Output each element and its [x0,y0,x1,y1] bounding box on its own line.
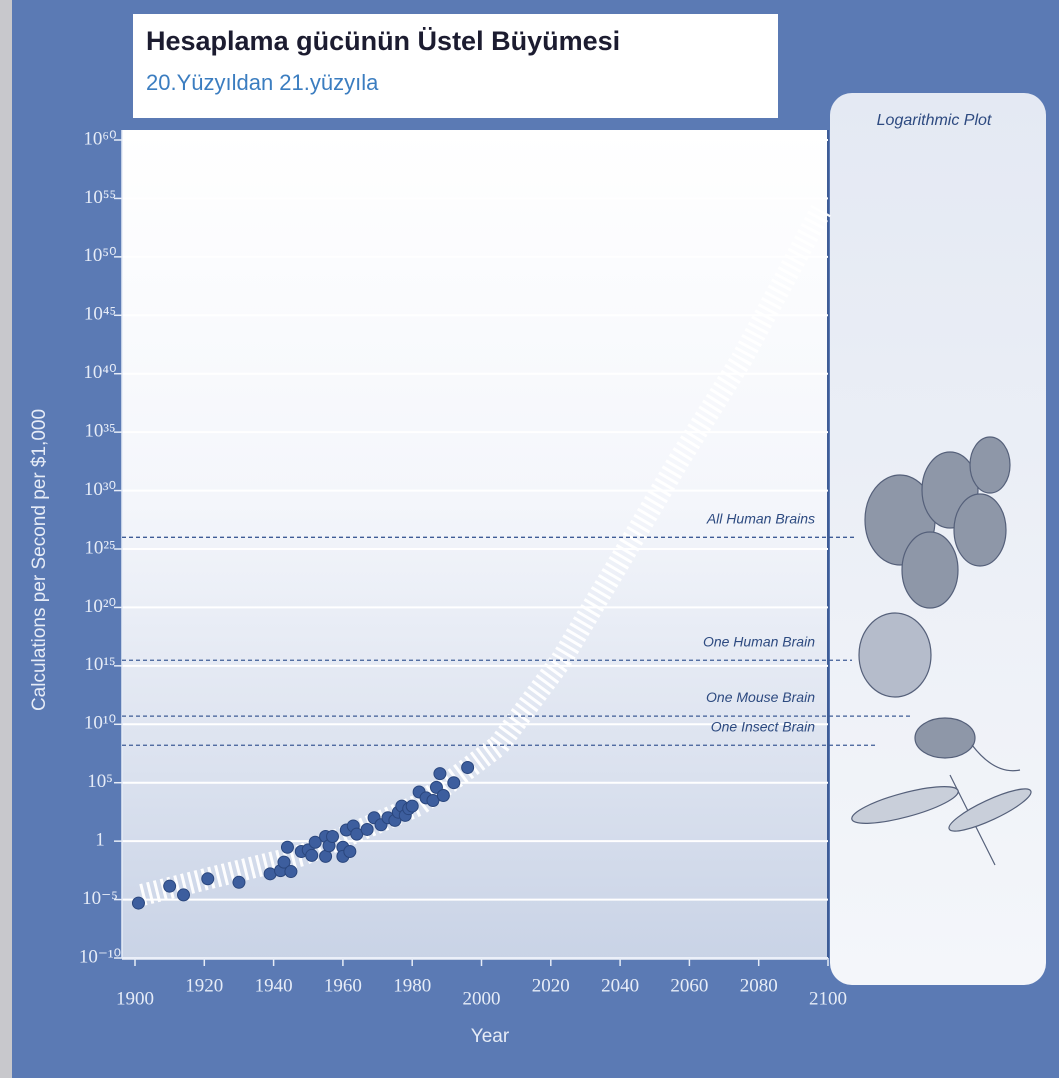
chart-title: Hesaplama gücünün Üstel Büyümesi [146,26,620,56]
data-point [177,888,191,902]
data-point [436,789,450,803]
y-tick-label: 10⁵⁰ [83,245,116,266]
x-tick-label: 2100 [809,988,847,1009]
data-point [447,776,461,790]
data-point [326,829,340,843]
y-tick-label: 10⁵ [87,771,113,792]
dragonfly-wing [851,786,959,824]
data-point [277,855,291,869]
x-tick-label: 1980 [393,975,431,996]
illustrations [851,436,1032,866]
title-box [133,14,778,118]
data-point [433,767,447,781]
y-tick-label: 10¹⁰ [84,713,116,734]
x-tick-label: 2060 [670,975,708,996]
x-axis-label: Year [471,1026,510,1047]
head-icon [969,436,1011,494]
mouse-tail [971,744,1021,772]
y-tick-label: 10⁵⁵ [84,187,116,208]
x-tick-label: 2040 [601,975,639,996]
x-tick-label: 1960 [324,975,362,996]
y-tick-label: 10⁶⁰ [83,128,116,149]
data-point [360,822,374,836]
reference-label: All Human Brains [706,510,815,526]
y-tick-label: 1 [95,830,105,851]
data-point [280,840,294,854]
mouse-icon [914,717,976,759]
y-axis-label: Calculations per Second per $1,000 [29,409,50,711]
data-point [405,799,419,813]
chart-subtitle: 20.Yüzyıldan 21.yüzyıla [146,70,379,95]
head-icon [953,493,1007,567]
x-tick-label: 1940 [255,975,293,996]
y-tick-label: 10²⁵ [84,537,115,558]
dragonfly-wing [948,788,1032,832]
data-point [284,865,298,879]
x-tick-label: 2020 [532,975,570,996]
data-point [163,879,177,893]
y-tick-label: 10³⁵ [84,421,115,442]
data-point [461,761,475,775]
plot-area [122,130,828,960]
y-tick-label: 10⁴⁵ [84,304,116,325]
data-point [305,848,319,862]
x-tick-label: 1900 [116,988,154,1009]
y-tick-label: 10⁴⁰ [83,362,116,383]
data-point [232,875,246,889]
y-tick-label: 10⁻¹⁰ [79,946,121,967]
left-strip [0,0,12,1078]
y-tick-label: 10²⁰ [84,596,116,617]
y-tick-label: 10⁻⁵ [82,888,118,909]
y-tick-label: 10³⁰ [84,479,116,500]
head-icon [901,531,959,609]
data-point [131,896,145,910]
brain-icon [858,612,932,698]
reference-label: One Human Brain [703,633,815,649]
y-tick-label: 10¹⁵ [84,654,115,675]
panel-label: Logarithmic Plot [877,112,992,129]
data-point [201,872,215,886]
x-tick-label: 2080 [740,975,778,996]
x-tick-label: 1920 [185,975,223,996]
data-point [343,844,357,858]
trend-band [139,205,831,906]
reference-label: One Mouse Brain [706,689,815,705]
data-point [426,794,440,808]
reference-label: One Insect Brain [711,718,815,734]
data-point [308,835,322,849]
x-tick-label: 2000 [463,988,501,1009]
